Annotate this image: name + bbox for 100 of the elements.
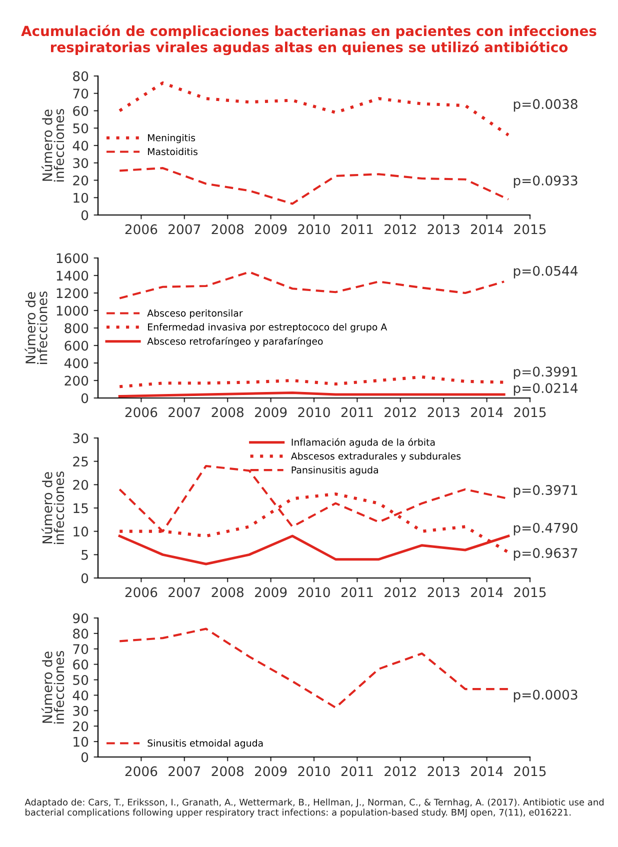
y-tick-label: 30 [73,433,88,444]
x-tick-label: 2014 [470,407,503,418]
x-tick-label: 2013 [428,407,460,418]
y-tick-label: 20 [73,175,88,186]
line-series [118,628,510,709]
x-tick-label: 2011 [341,224,373,234]
x-tick-label: 2006 [125,587,158,598]
x-tick-label: 2012 [384,224,416,234]
x-tick-label: 2010 [298,587,330,598]
y-tick-label: 1600 [56,253,88,264]
y-tick-label: 20 [73,480,88,490]
x-tick-label: 2009 [254,407,287,418]
y-tick-label: 25 [73,456,88,467]
y-tick-label: 1000 [56,306,88,316]
legend-label: Sinusitis etmoidal aguda [148,739,263,748]
x-tick-label: 2008 [212,587,244,598]
y-tick-label: 10 [74,526,88,537]
y-tick-label: 40 [72,690,88,700]
legend-label: Meningitis [148,134,196,144]
legend-label: Absceso peritonsilar [147,309,243,319]
x-tick-label: 2014 [470,587,503,598]
x-tick-label: 2007 [168,224,200,234]
x-tick-label: 2008 [212,766,244,776]
x-tick-label: 2009 [254,587,287,598]
y-tick-label: 90 [73,613,88,624]
x-tick-label: 2014 [470,224,503,234]
annotation: p=0.9637 [514,548,578,561]
y-tick-label: 30 [73,706,88,716]
y-tick-label: 0 [81,393,88,404]
x-tick-label: 2010 [298,407,330,418]
y-tick-label: 400 [64,358,88,368]
annotation: p=0.0933 [514,175,578,188]
y-tick-label: 20 [73,721,88,732]
x-tick-label: 2006 [125,407,158,418]
x-tick-label: 2010 [298,224,330,234]
y-tick-label: 70 [73,644,88,654]
annotation: p=0.4790 [514,522,578,536]
y-axis-title: Número de infecciones [42,108,64,182]
y-tick-label: 1400 [56,270,88,281]
x-tick-label: 2008 [212,224,244,234]
y-tick-label: 0 [81,210,88,220]
x-tick-label: 2013 [428,587,460,598]
annotation: p=0.0214 [514,383,578,396]
x-tick-label: 2008 [212,407,244,418]
y-tick-label: 0 [81,573,88,584]
x-tick-label: 2010 [298,766,330,776]
annotation: p=0.3991 [514,366,578,380]
y-tick-label: 40 [72,140,88,151]
legend-label: Inflamación aguda de la órbita [292,438,435,448]
y-axis-title: Número de infecciones [24,291,48,364]
x-tick-label: 2006 [125,224,158,234]
y-tick-label: 50 [73,675,88,685]
x-tick-label: 2015 [514,587,546,598]
y-tick-label: 30 [73,158,88,168]
x-tick-label: 2007 [168,587,200,598]
y-axis-title: Número de infecciones [42,650,64,724]
x-tick-label: 2011 [341,766,373,776]
annotation: p=0.0544 [514,266,578,278]
y-tick-label: 10 [74,192,88,203]
x-tick-label: 2007 [168,766,200,776]
x-tick-label: 2015 [514,407,546,418]
y-tick-label: 0 [81,752,88,762]
y-tick-label: 5 [82,550,88,560]
x-tick-label: 2012 [384,407,416,418]
legend-label: Abscesos extradurales y subdurales [290,452,461,462]
legend-label: Absceso retrofaríngeo y parafaríngeo [147,337,323,347]
x-tick-label: 2015 [514,766,546,776]
y-tick-label: 60 [73,660,88,670]
line-series [118,167,510,205]
legend-label: Pansinusitis aguda [292,466,378,476]
annotation: p=0.3971 [514,485,578,498]
x-tick-label: 2013 [428,766,460,776]
y-tick-label: 200 [64,376,88,386]
y-tick-label: 15 [74,503,88,514]
text: Adaptado de: Cars, T., Eriksson, I., Granath, A., Wettermark, B., Hellman, J., Norman, C., & Ternhag, A. (2017). Antibiotic use and bacterial complications following upper respiratory tract infections: a population-based study. BMJ open, 7(11), e016221. [24,798,604,818]
x-tick-label: 2012 [384,587,416,598]
y-tick-label: 60 [73,106,88,116]
x-tick-label: 2011 [341,587,373,598]
y-tick-label: 80 [73,628,88,639]
y-tick-label: 70 [73,88,88,99]
line-series [118,270,506,300]
y-tick-label: 600 [64,340,88,351]
legend-label: Enfermedad invasiva por estreptococo del grupo A [148,323,388,332]
chart-title: Acumulación de complicaciones bacterianas en pacientes con infecciones respiratorias virales agudas altas en quienes se utilizó antibiótico [21,24,596,56]
x-tick-label: 2012 [384,766,416,776]
x-tick-label: 2006 [125,766,158,776]
x-tick-label: 2015 [514,224,546,234]
x-tick-label: 2013 [428,224,460,234]
annotation: p=0.0038 [514,99,578,112]
legend-label: Mastoiditis [148,148,198,156]
x-tick-label: 2014 [470,766,503,776]
y-axis-title: Número de infecciones [42,471,64,544]
y-tick-label: 1200 [56,288,88,298]
y-tick-label: 50 [73,123,88,134]
y-tick-label: 800 [64,323,88,334]
x-tick-label: 2009 [254,224,287,234]
line-series [118,375,506,388]
x-tick-label: 2007 [168,407,200,418]
x-tick-label: 2009 [254,766,287,776]
annotation: p=0.0003 [514,690,578,702]
